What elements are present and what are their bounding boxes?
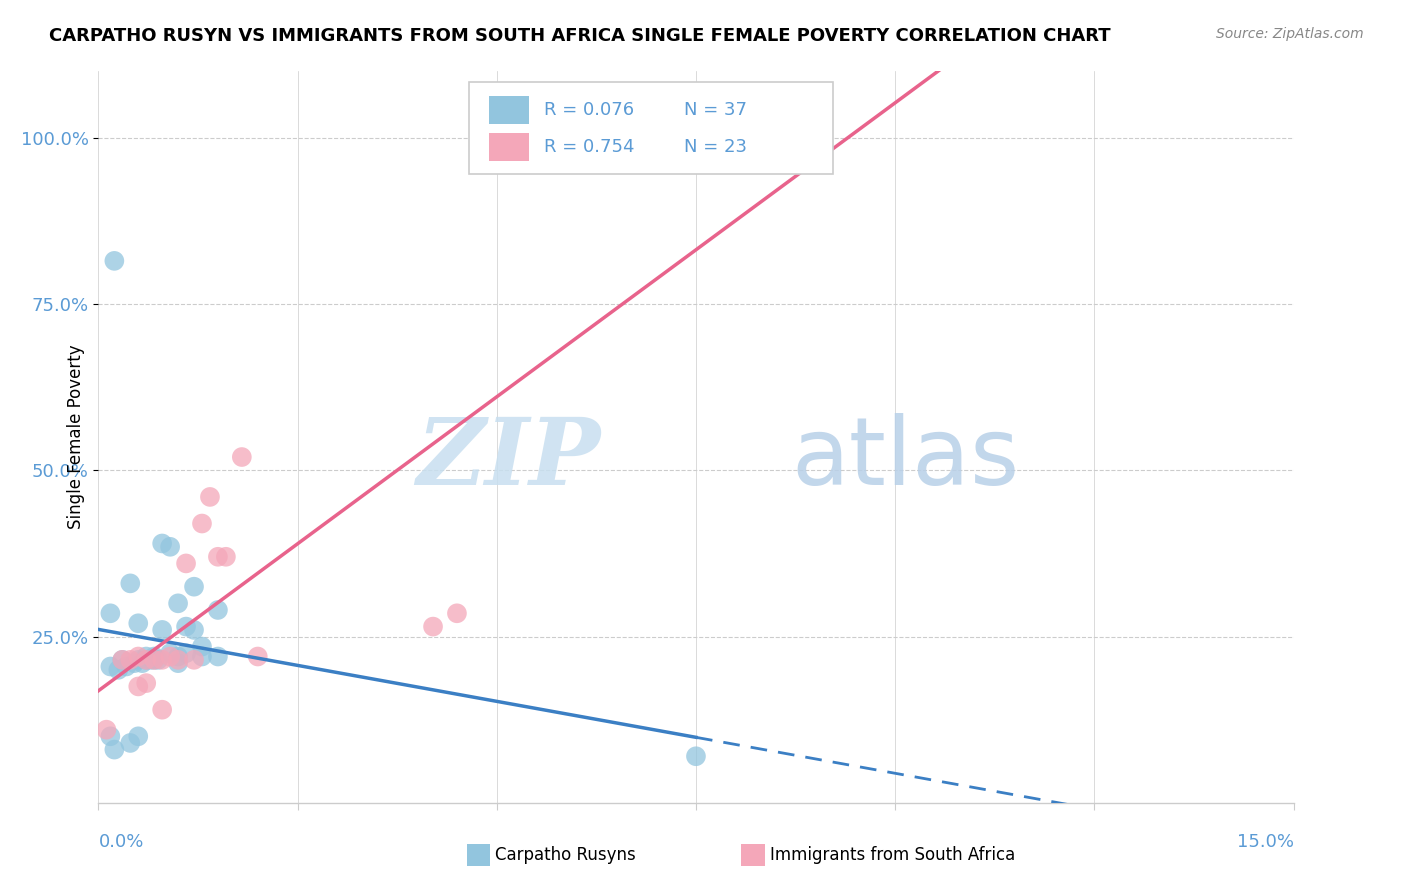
Point	[191, 649, 214, 664]
Point	[127, 680, 149, 694]
Bar	[489, 133, 529, 161]
Point	[96, 723, 118, 737]
Text: N = 37: N = 37	[685, 101, 747, 120]
Text: ZIP: ZIP	[416, 414, 600, 504]
Point	[207, 549, 229, 564]
Point	[131, 656, 153, 670]
Point	[446, 607, 468, 621]
Point	[115, 659, 138, 673]
Point	[107, 663, 129, 677]
Bar	[489, 96, 529, 124]
Y-axis label: Single Female Poverty: Single Female Poverty	[66, 345, 84, 529]
Point	[167, 656, 190, 670]
Text: 0.0%: 0.0%	[98, 833, 143, 851]
Point	[143, 653, 166, 667]
Point	[183, 653, 205, 667]
Point	[159, 540, 181, 554]
Text: 15.0%: 15.0%	[1236, 833, 1294, 851]
Point	[422, 619, 444, 633]
Point	[124, 656, 146, 670]
Point	[98, 729, 122, 743]
Point	[167, 596, 190, 610]
Text: R = 0.076: R = 0.076	[544, 101, 634, 120]
Point	[150, 536, 173, 550]
Point	[143, 649, 166, 664]
Point	[167, 649, 190, 664]
Point	[127, 649, 149, 664]
Point	[127, 653, 149, 667]
FancyBboxPatch shape	[470, 82, 834, 174]
Point	[191, 640, 214, 654]
Text: Carpatho Rusyns: Carpatho Rusyns	[495, 847, 636, 864]
Point	[159, 646, 181, 660]
Point	[111, 653, 134, 667]
Text: R = 0.754: R = 0.754	[544, 137, 634, 156]
Bar	[741, 845, 765, 866]
Text: atlas: atlas	[792, 413, 1019, 505]
Point	[111, 653, 134, 667]
Point	[127, 729, 149, 743]
Point	[135, 649, 157, 664]
Point	[103, 253, 125, 268]
Point	[174, 646, 197, 660]
Point	[98, 659, 122, 673]
Point	[98, 607, 122, 621]
Point	[207, 649, 229, 664]
Point	[150, 653, 173, 667]
Point	[183, 623, 205, 637]
Point	[526, 131, 548, 145]
Point	[120, 736, 142, 750]
Point	[135, 653, 157, 667]
Point	[246, 649, 269, 664]
Point	[174, 557, 197, 571]
Point	[148, 653, 170, 667]
Point	[120, 576, 142, 591]
Point	[127, 616, 149, 631]
Point	[191, 516, 214, 531]
Point	[150, 623, 173, 637]
Point	[150, 703, 173, 717]
Point	[215, 549, 238, 564]
Point	[685, 749, 707, 764]
Text: N = 23: N = 23	[685, 137, 747, 156]
Point	[143, 653, 166, 667]
Text: Source: ZipAtlas.com: Source: ZipAtlas.com	[1216, 27, 1364, 41]
Text: CARPATHO RUSYN VS IMMIGRANTS FROM SOUTH AFRICA SINGLE FEMALE POVERTY CORRELATION: CARPATHO RUSYN VS IMMIGRANTS FROM SOUTH …	[49, 27, 1111, 45]
Point	[207, 603, 229, 617]
Point	[231, 450, 253, 464]
Point	[198, 490, 221, 504]
Text: Immigrants from South Africa: Immigrants from South Africa	[770, 847, 1015, 864]
Point	[159, 649, 181, 664]
Point	[183, 580, 205, 594]
Point	[135, 653, 157, 667]
Point	[139, 653, 162, 667]
Point	[135, 676, 157, 690]
Point	[103, 742, 125, 756]
Point	[120, 653, 142, 667]
Point	[174, 619, 197, 633]
Point	[167, 653, 190, 667]
Bar	[467, 845, 491, 866]
